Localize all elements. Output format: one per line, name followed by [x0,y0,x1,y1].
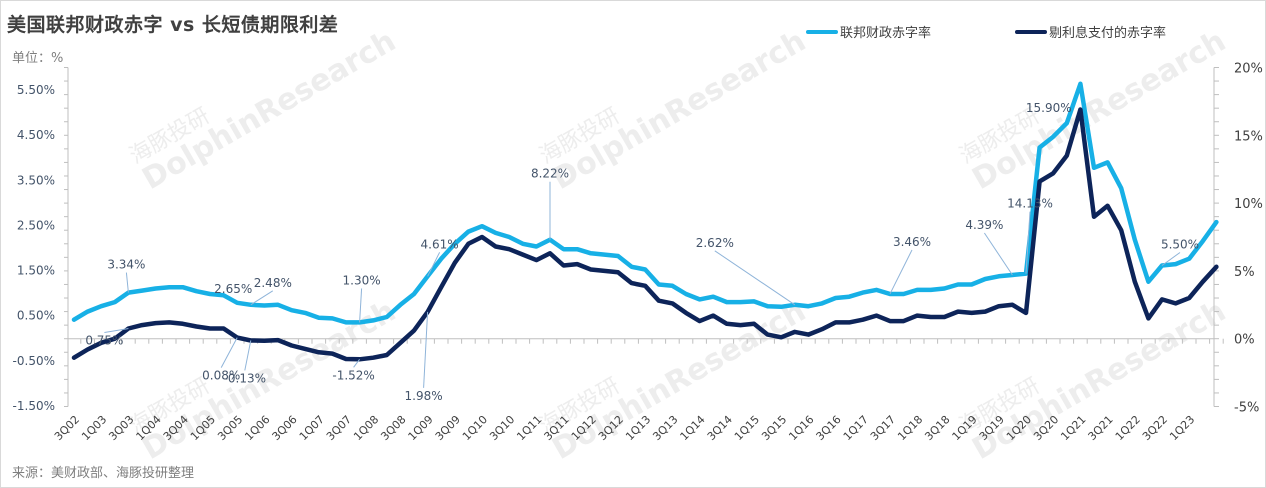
data-label-leader [220,337,238,368]
data-label-leader [427,252,441,277]
legend-swatch-federal-deficit [806,29,838,34]
x-axis-label: 1Q18 [895,413,925,443]
x-axis-label: 3Q14 [705,413,735,443]
data-label-leader [423,311,429,388]
x-axis-label: 1Q10 [460,413,490,443]
right-axis-label: 20% [1234,62,1263,77]
right-axis-label: -5% [1234,401,1259,416]
data-label: -0.13% [224,371,266,385]
x-axis-label: 3Q09 [433,413,463,443]
left-axis-label: 1.50% [17,264,55,278]
data-label: 0.08% [202,369,240,383]
left-axis-label: 5.50% [17,83,55,97]
data-labels: 3.34% 2.65% 2.48% 1.30% 4.61% 8.22% 2.62% 3.46%… [85,101,1199,403]
data-label-leader [250,290,274,306]
data-label-leader [104,328,129,334]
chart-title: 美国联邦财政赤字 vs 长短债期限利差 [7,14,339,36]
data-label-leader [244,340,252,371]
x-axis-label: 3Q22 [1140,413,1170,443]
x-axis-label: 1Q16 [786,413,816,443]
x-axis-label: 1Q07 [297,413,327,443]
data-label: 5.50% [1161,237,1199,251]
x-axis-label: 3Q18 [922,413,952,443]
x-axis-label: 3Q15 [759,413,789,443]
watermark-en: DolphinResearch [547,24,812,197]
source-note: 来源：美财政部、海豚投研整理 [12,466,195,481]
data-label-leader [714,250,796,306]
data-label: 2.48% [254,276,292,290]
data-label: 3.34% [107,258,145,272]
left-axis-label: 3.50% [17,173,55,187]
right-axis-label: 0% [1234,333,1255,348]
x-axis-label: 3Q07 [324,413,354,443]
x-axis-label: 3Q13 [650,413,680,443]
watermark-en: DolphinResearch [547,294,812,467]
x-axis-label: 1Q17 [841,413,871,443]
legend-label-primary-deficit: 剔利息支付的赤字率 [1049,26,1167,41]
data-label: 2.62% [696,236,734,250]
x-axis-label: 1Q22 [1113,413,1143,443]
x-axis-label: 3Q21 [1086,413,1116,443]
left-axis-label: 0.50% [17,309,55,323]
x-axis-label: 3Q08 [378,413,408,443]
x-axis-label: 1Q03 [79,413,109,443]
right-axis-label: 5% [1234,265,1255,280]
right-axis-label: 15% [1234,129,1263,144]
data-label: 1.98% [405,389,443,403]
series-line-primary-deficit [71,107,1219,362]
left-axis-label: -1.50% [13,399,55,413]
watermark-en: DolphinResearch [967,294,1232,467]
x-axis-label: 1Q14 [678,413,708,443]
data-label: 0.75% [85,334,123,348]
data-label-leader [1161,252,1181,266]
left-axis-label: 4.50% [17,128,55,142]
data-label: 4.39% [965,218,1003,232]
x-axis-label: 3Q10 [487,413,517,443]
x-axis-label: 3Q17 [868,413,898,443]
unit-label: 单位：% [12,51,64,66]
data-label-leader [889,249,913,295]
x-axis-label: 1Q09 [406,413,436,443]
left-axis-label: -0.50% [13,354,55,368]
x-axis-label: 3Q16 [814,413,844,443]
x-axis-label: 3Q06 [270,413,300,443]
data-label: 1.30% [343,273,381,287]
watermark-en: DolphinResearch [967,24,1232,197]
data-label: 15.90% [1026,101,1072,115]
legend-item-primary-deficit: 剔利息支付的赤字率 [1015,22,1166,41]
watermark-en: DolphinResearch [137,24,402,197]
x-axis-label: 1Q23 [1167,413,1197,443]
legend-swatch-primary-deficit [1015,29,1047,34]
data-label: 8.22% [531,167,569,181]
x-axis-label: 1Q08 [351,413,381,443]
data-label-leader [125,272,129,293]
data-label-leader [1025,211,1031,274]
legend-item-federal-deficit: 联邦财政赤字率 [806,22,931,41]
data-label: -1.52% [332,368,374,382]
left-axis-label: 2.50% [17,218,55,232]
x-axis-label: 1Q06 [242,413,272,443]
data-label: 2.65% [214,282,252,296]
right-axis-label: 10% [1234,197,1263,212]
data-label-leader [983,232,1013,276]
data-label: 3.46% [893,235,931,249]
legend-label-federal-deficit: 联邦财政赤字率 [840,26,932,41]
data-label-leader [359,288,363,323]
x-axis-label: 1Q15 [732,413,762,443]
data-label: 14.13% [1007,197,1053,211]
data-label: 4.61% [421,237,459,251]
data-label-leader [353,359,361,368]
x-axis-label: 3Q02 [52,413,82,443]
